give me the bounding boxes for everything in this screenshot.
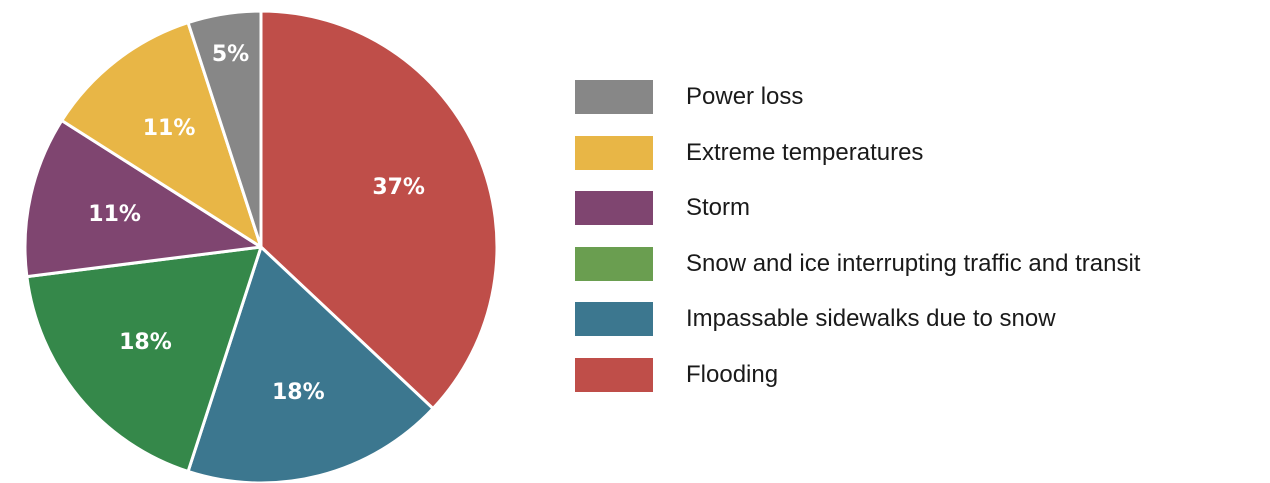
slice-label-extreme-temperatures: 11% (143, 116, 196, 141)
pie-slice-power-loss (186, 9, 263, 249)
slice-label-flooding: 37% (372, 175, 425, 200)
pie-slice-storm (23, 119, 263, 279)
slice-label-impassable-sidewalks-due-to-snow: 18% (272, 380, 325, 405)
pie-chart: 37% 18% 18% 11% 11% 5% (23, 9, 499, 483)
legend-label: Flooding (686, 360, 779, 388)
legend-item-snow-and-ice-interrupting-traffic-and-transit: Snow and ice interrupting traffic and tr… (575, 246, 1141, 281)
pie-slice-extreme-temperatures (60, 21, 263, 249)
pie-slice-impassable-sidewalks-due-to-snow (186, 245, 435, 483)
pie-slice-snow-and-ice-interrupting-traffic-and-transit (25, 245, 263, 473)
legend-label: Extreme temperatures (686, 138, 924, 166)
legend-label: Snow and ice interrupting traffic and tr… (686, 249, 1141, 277)
legend-swatch (575, 302, 653, 337)
legend-swatch (575, 80, 653, 114)
legend-swatch (575, 246, 653, 281)
legend-swatch (575, 191, 653, 226)
legend-swatch (575, 357, 653, 392)
legend-item-impassable-sidewalks-due-to-snow: Impassable sidewalks due to snow (575, 302, 1140, 337)
legend-swatch (575, 135, 653, 170)
slice-label-storm: 11% (88, 202, 141, 227)
legend-label: Storm (686, 194, 751, 222)
legend-item-flooding: Flooding (575, 357, 1140, 392)
slice-label-power-loss: 5% (212, 42, 249, 67)
chart-legend: Power loss Extreme temperatures Storm Snow … (575, 80, 1140, 414)
legend-item-power-loss: Power loss (575, 80, 1140, 114)
pie-slice-flooding (259, 9, 499, 411)
slice-label-snow-and-ice-interrupting-traffic-and-transit: 18% (119, 330, 172, 355)
legend-item-storm: Storm (575, 191, 1140, 226)
legend-label: Power loss (686, 83, 804, 110)
legend-label: Impassable sidewalks due to snow (686, 305, 1056, 333)
legend-item-extreme-temperatures: Extreme temperatures (575, 135, 1140, 170)
